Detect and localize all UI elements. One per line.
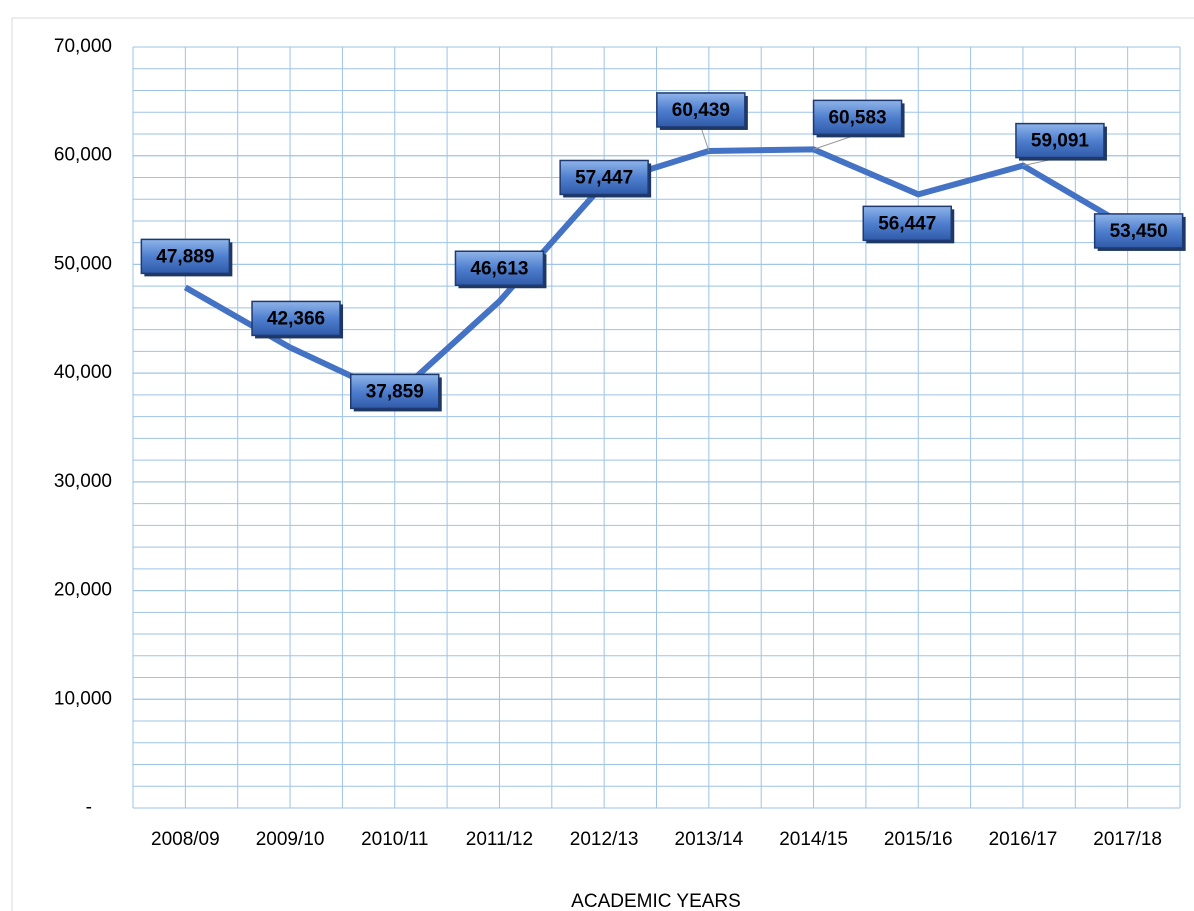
y-tick-label: 10,000 (54, 688, 112, 709)
data-label: 59,091 (1031, 131, 1090, 152)
label-box (140, 238, 231, 275)
x-axis-title: ACADEMIC YEARS (571, 891, 741, 911)
label-box (656, 92, 746, 128)
data-label: 60,583 (828, 107, 886, 128)
label-box (454, 250, 545, 287)
y-tick-label: 70,000 (54, 36, 112, 57)
data-label: 37,859 (366, 381, 424, 402)
data-label: 46,613 (470, 258, 528, 279)
y-tick-label: 50,000 (54, 253, 112, 274)
label-box (559, 159, 649, 196)
label-box (1015, 122, 1105, 159)
x-tick-label: 2009/10 (256, 829, 325, 850)
data-label: 57,447 (575, 167, 633, 188)
x-tick-label: 2015/16 (884, 829, 953, 850)
y-tick-label: 30,000 (54, 471, 112, 492)
x-tick-label: 2011/12 (466, 829, 533, 850)
y-tick-label: 40,000 (54, 362, 112, 383)
y-tick-label: 60,000 (54, 145, 112, 166)
x-tick-label: 2017/18 (1093, 829, 1162, 850)
label-box (251, 300, 341, 337)
y-tick-label: - (86, 797, 92, 818)
data-label: 56,447 (878, 213, 936, 234)
label-box (1093, 213, 1184, 249)
data-label: 42,366 (267, 308, 325, 329)
x-tick-label: 2012/13 (570, 829, 639, 850)
data-label: 53,450 (1110, 221, 1168, 242)
label-box (350, 373, 440, 410)
leader-line (700, 126, 710, 152)
line (183, 146, 1130, 400)
data-label: 47,889 (156, 246, 214, 267)
chart-border (11, 17, 1194, 911)
x-tick-label: 2008/09 (151, 829, 220, 850)
label-box (862, 205, 952, 242)
x-tick-label: 2010/11 (361, 829, 428, 850)
label-box (812, 99, 903, 136)
x-tick-label: 2013/14 (675, 829, 744, 850)
x-tick-label: 2014/15 (779, 829, 848, 850)
data-label: 60,439 (672, 100, 730, 121)
x-tick-label: 2016/17 (989, 829, 1058, 850)
y-tick-label: 20,000 (54, 580, 112, 601)
